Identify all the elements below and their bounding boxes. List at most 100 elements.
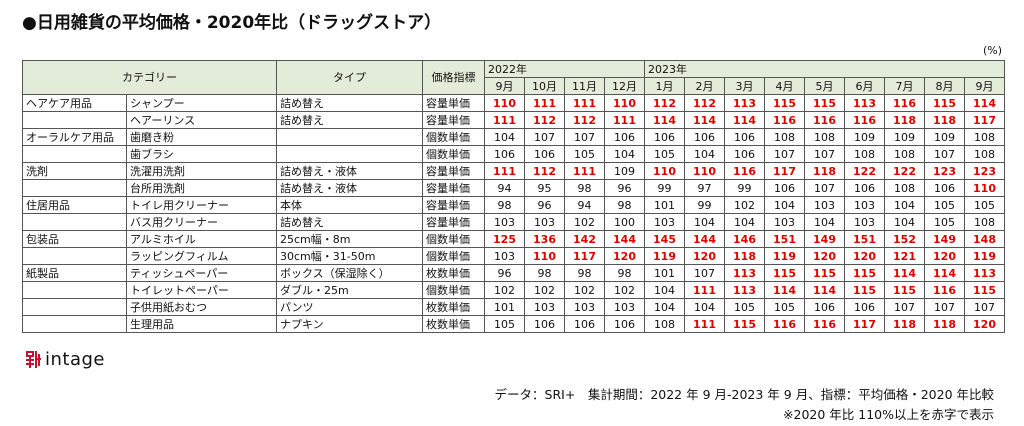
value-cell: 96 <box>524 196 565 214</box>
value-cell: 105 <box>564 145 605 163</box>
subcategory-cell: ティッシュペーパー <box>126 264 277 282</box>
month-header-row: 9月 10月 11月 12月 1月 2月 3月 4月 5月 6月 7月 8月 9月 <box>23 77 1006 95</box>
value-cell: 107 <box>524 128 565 146</box>
value-cell: 105 <box>924 213 965 231</box>
value-cell: 117 <box>564 247 605 265</box>
value-cell: 97 <box>684 179 725 197</box>
index-cell: 容量単価 <box>422 179 485 197</box>
value-cell: 115 <box>844 264 885 282</box>
value-cell: 113 <box>844 94 885 112</box>
type-cell: ダブル・25m <box>276 281 423 299</box>
value-cell: 144 <box>604 230 645 248</box>
index-cell: 容量単価 <box>422 94 485 112</box>
value-cell: 115 <box>724 315 765 333</box>
value-cell: 115 <box>764 264 805 282</box>
value-cell: 106 <box>764 179 805 197</box>
value-cell: 105 <box>924 196 965 214</box>
value-cell: 118 <box>924 111 965 129</box>
value-cell: 118 <box>804 162 845 180</box>
value-cell: 118 <box>884 315 925 333</box>
header-category: カテゴリー <box>22 60 277 95</box>
type-cell: 詰め替え・液体 <box>276 179 423 197</box>
value-cell: 107 <box>963 298 1006 316</box>
index-cell: 枚数単価 <box>422 264 485 282</box>
index-cell: 枚数単価 <box>422 315 485 333</box>
value-cell: 106 <box>804 298 845 316</box>
value-cell: 108 <box>884 179 925 197</box>
value-cell: 104 <box>484 128 525 146</box>
value-cell: 108 <box>764 128 805 146</box>
subcategory-cell: 歯ブラシ <box>126 145 277 163</box>
value-cell: 145 <box>644 230 685 248</box>
value-cell: 106 <box>924 179 965 197</box>
value-cell: 105 <box>484 315 525 333</box>
value-cell: 114 <box>724 111 765 129</box>
table-row: 子供用紙おむつ パンツ 枚数単価 101 103 103 103 104 104 105 105 10… <box>22 298 1006 316</box>
type-cell: パンツ <box>276 298 423 316</box>
value-cell: 105 <box>724 298 765 316</box>
category-cell <box>22 298 127 316</box>
value-cell: 114 <box>924 264 965 282</box>
type-cell: ナプキン <box>276 315 423 333</box>
value-cell: 110 <box>484 94 525 112</box>
value-cell: 116 <box>804 315 845 333</box>
subcategory-cell: 歯磨き粉 <box>126 128 277 146</box>
value-cell: 98 <box>604 196 645 214</box>
table-row: トイレットペーパー ダブル・25m 個数単価 102 102 102 102 104 111 11… <box>22 281 1006 299</box>
value-cell: 103 <box>844 196 885 214</box>
category-cell <box>22 315 127 333</box>
value-cell: 115 <box>963 281 1006 299</box>
value-cell: 99 <box>644 179 685 197</box>
value-cell: 101 <box>644 264 685 282</box>
value-cell: 116 <box>764 315 805 333</box>
value-cell: 114 <box>963 94 1006 112</box>
value-cell: 108 <box>644 315 685 333</box>
table-row: ヘアケア用品 シャンプー 詰め替え 容量単価 110 111 111 110 112 112 113… <box>22 94 1006 112</box>
value-cell: 102 <box>604 281 645 299</box>
unit-label: (%) <box>982 44 1002 57</box>
value-cell: 107 <box>924 145 965 163</box>
value-cell: 144 <box>684 230 725 248</box>
value-cell: 118 <box>884 111 925 129</box>
value-cell: 96 <box>604 179 645 197</box>
table-row: 洗剤 洗濯用洗剤 詰め替え・液体 容量単価 111 112 111 109 110 110 116 1… <box>22 162 1006 180</box>
value-cell: 95 <box>524 179 565 197</box>
table-row: 住居用品 トイレ用クリーナー 本体 容量単価 98 96 94 98 101 99 102 104 10… <box>22 196 1006 214</box>
value-cell: 106 <box>524 315 565 333</box>
subcategory-cell: ラッピングフィルム <box>126 247 277 265</box>
value-cell: 119 <box>963 247 1006 265</box>
header-month: 4月 <box>764 77 805 95</box>
value-cell: 116 <box>884 94 925 112</box>
header-month: 10月 <box>524 77 565 95</box>
value-cell: 121 <box>884 247 925 265</box>
value-cell: 94 <box>484 179 525 197</box>
value-cell: 151 <box>764 230 805 248</box>
index-cell: 容量単価 <box>422 162 485 180</box>
value-cell: 98 <box>604 264 645 282</box>
value-cell: 110 <box>684 162 725 180</box>
value-cell: 103 <box>844 213 885 231</box>
value-cell: 111 <box>564 94 605 112</box>
value-cell: 98 <box>564 264 605 282</box>
value-cell: 113 <box>724 264 765 282</box>
value-cell: 103 <box>484 213 525 231</box>
subcategory-cell: 台所用洗剤 <box>126 179 277 197</box>
note-text: ※2020 年比 110%以上を赤字で表示 <box>783 407 994 422</box>
category-cell: 紙製品 <box>22 264 127 282</box>
table-body: ヘアケア用品 シャンプー 詰め替え 容量単価 110 111 111 110 112 112 113… <box>22 94 1006 333</box>
value-cell: 114 <box>764 281 805 299</box>
value-cell: 104 <box>724 213 765 231</box>
value-cell: 149 <box>924 230 965 248</box>
value-cell: 102 <box>564 281 605 299</box>
table-row: オーラルケア用品 歯磨き粉 個数単価 104 107 107 106 106 106 106 108… <box>22 128 1006 146</box>
value-cell: 107 <box>884 298 925 316</box>
category-cell <box>22 247 127 265</box>
subcategory-cell: バス用クリーナー <box>126 213 277 231</box>
logo-text: intage <box>45 348 105 370</box>
table-row: 生理用品 ナプキン 枚数単価 105 106 106 106 108 111 115 116 116 1… <box>22 315 1006 333</box>
value-cell: 106 <box>684 128 725 146</box>
value-cell: 110 <box>524 247 565 265</box>
value-cell: 110 <box>604 94 645 112</box>
value-cell: 107 <box>924 298 965 316</box>
value-cell: 118 <box>924 315 965 333</box>
